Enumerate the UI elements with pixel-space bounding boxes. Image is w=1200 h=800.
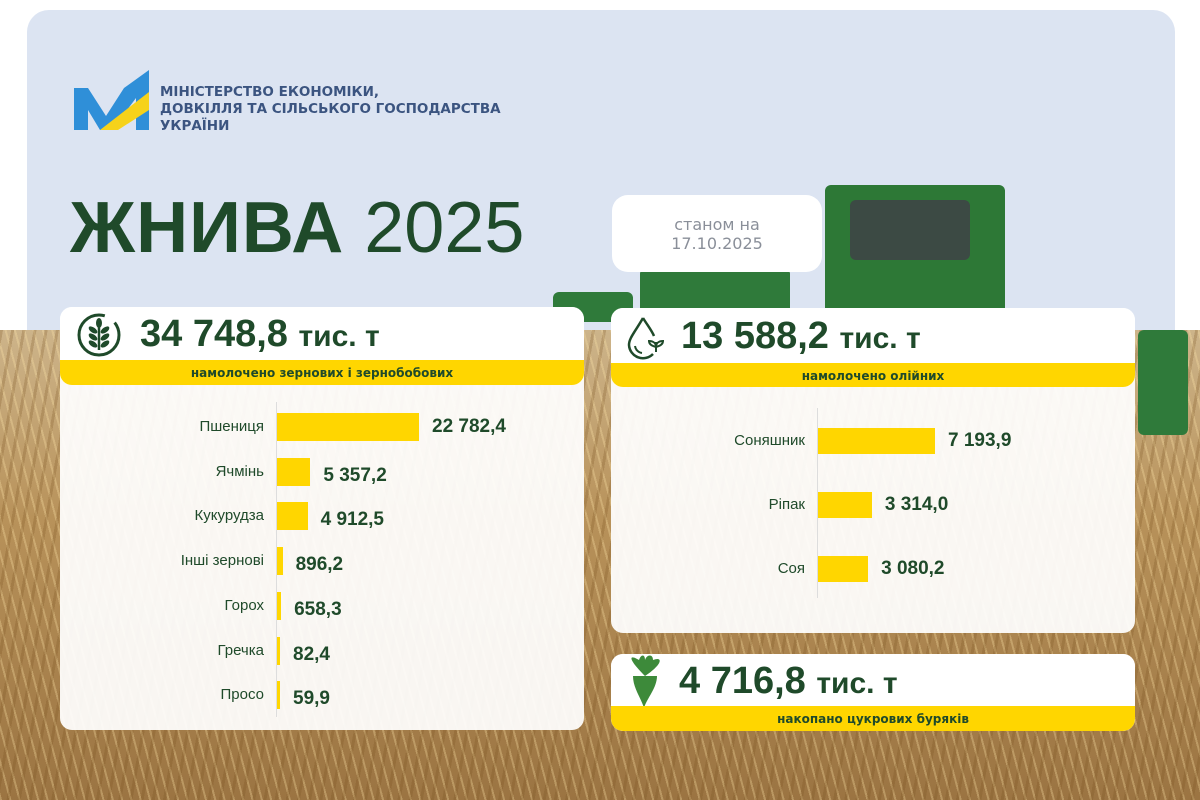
value-label: 658,3 [294,598,342,620]
chart-axis [276,402,277,717]
bar [818,428,935,454]
bar [277,502,308,531]
page-title: ЖНИВА 2025 [70,188,524,268]
value-label: 5 357,2 [323,464,387,486]
ministry-name: МІНІСТЕРСТВО ЕКОНОМІКИ, ДОВКІЛЛЯ ТА СІЛЬ… [160,84,501,135]
title-year: 2025 [364,188,525,268]
bar [277,636,280,665]
bar [818,556,869,582]
sugar-beet-icon [631,655,660,708]
bar [277,457,311,486]
bar [818,492,872,518]
category-label: Ячмінь [215,462,264,480]
oilseeds-header: 13 588,2 тис. т [611,308,1135,365]
ministry-line: ДОВКІЛЛЯ ТА СІЛЬСЬКОГО ГОСПОДАРСТВА [160,101,501,117]
total-unit: тис. т [816,666,898,700]
wheat-icon [77,313,121,356]
title-word: ЖНИВА [70,188,345,268]
bar [277,413,419,441]
total-value: 13 588,2 [681,315,829,357]
category-label: Соя [777,560,805,577]
sugar-beet-card: 4 716,8 тис. т накопано цукрових буряків [611,654,1135,731]
date-badge: станом на 17.10.2025 [612,195,822,272]
bar [277,681,280,710]
value-label: 896,2 [295,554,344,576]
total-value: 34 748,8 [140,313,288,355]
value-label: 59,9 [293,688,330,710]
value-label: 82,4 [293,643,330,665]
category-label: Інші зернові [180,552,264,570]
date-label: станом на [674,215,760,234]
total-value: 4 716,8 [679,659,806,702]
category-label: Просо [220,686,264,704]
category-label: Кукурудза [194,507,264,525]
beet-caption: накопано цукрових буряків [611,706,1135,731]
grains-caption: намолочено зернових і зернобобових [60,360,584,385]
grains-total: 34 748,8 тис. т [140,313,380,356]
value-label: 3 314,0 [884,494,949,515]
ministry-line: УКРАЇНИ [160,118,230,134]
chart-axis [817,408,818,598]
total-unit: тис. т [839,322,921,355]
total-unit: тис. т [298,320,380,353]
beet-total: 4 716,8 тис. т [679,660,898,703]
oilseeds-total: 13 588,2 тис. т [681,315,921,358]
oilseeds-card: 13 588,2 тис. т намолочено олійних Соняш… [611,308,1135,633]
category-label: Ріпак [768,496,805,513]
bar [277,547,283,576]
oil-drop-icon [627,316,665,359]
category-label: Соняшник [734,432,805,449]
date-value: 17.10.2025 [671,234,763,253]
value-label: 22 782,4 [432,416,506,437]
bar [277,591,282,620]
category-label: Гречка [217,641,264,659]
ministry-line: МІНІСТЕРСТВО ЕКОНОМІКИ, [160,84,380,100]
value-label: 3 080,2 [881,558,945,579]
category-label: Пшениця [199,418,264,435]
ministry-logo [74,70,149,130]
beet-header: 4 716,8 тис. т [611,654,1135,708]
category-label: Горох [224,596,264,614]
grains-header: 34 748,8 тис. т [60,307,584,362]
grains-card: 34 748,8 тис. т намолочено зернових і зе… [60,307,584,730]
value-label: 4 912,5 [320,509,385,531]
value-label: 7 193,9 [948,430,1012,451]
oilseeds-caption: намолочено олійних [611,363,1135,387]
